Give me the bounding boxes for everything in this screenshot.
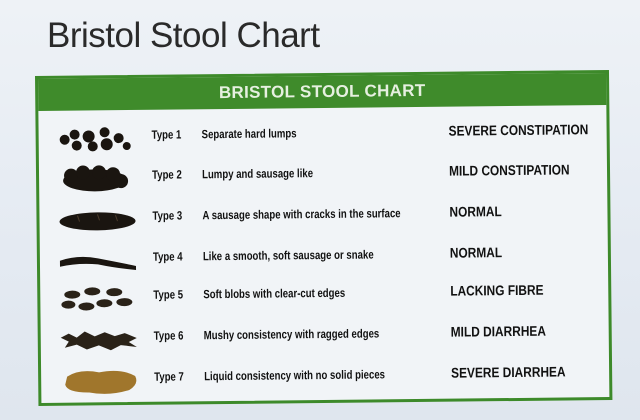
type-category: NORMAL — [449, 203, 502, 220]
lumpy-sausage-icon — [63, 165, 129, 192]
type-description: Liquid consistency with no solid pieces — [204, 367, 386, 384]
chart-row-type-7: Type 7 Liquid consistency with no solid … — [41, 355, 609, 401]
type-description: Separate hard lumps — [201, 126, 297, 142]
type-label: Type 4 — [152, 249, 183, 264]
type-label: Type 6 — [153, 328, 184, 343]
type-category: NORMAL — [449, 244, 503, 261]
chart-header: BRISTOL STOOL CHART — [38, 73, 607, 111]
type-category: MILD DIARRHEA — [450, 322, 546, 340]
chart-row-type-4: Type 4 Like a smooth, soft sausage or sn… — [40, 235, 608, 281]
type-label: Type 3 — [152, 208, 183, 223]
chart-row-type-1: Type 1 Separate hard lumps SEVERE CONSTI… — [38, 113, 606, 159]
type-label: Type 1 — [151, 127, 182, 142]
slide-title: Bristol Stool Chart — [47, 16, 320, 55]
chart-row-type-2: Type 2 Lumpy and sausage like MILD CONST… — [39, 153, 607, 199]
type-description: Lumpy and sausage like — [201, 166, 314, 182]
type-category: LACKING FIBRE — [450, 281, 544, 299]
liquid-icon — [65, 370, 137, 394]
type-label: Type 5 — [153, 287, 184, 302]
type-label: Type 7 — [154, 369, 184, 384]
chart-row-type-6: Type 6 Mushy consistency with ragged edg… — [41, 314, 609, 360]
cracked-sausage-icon — [59, 212, 136, 231]
type-label: Type 2 — [151, 167, 182, 182]
type-description: Mushy consistency with ragged edges — [203, 326, 380, 343]
smooth-snake-icon — [59, 256, 137, 270]
type-description: Soft blobs with clear-cut edges — [203, 285, 346, 302]
soft-blobs-icon — [61, 287, 133, 311]
chart-row-type-5: Type 5 Soft blobs with clear-cut edges L… — [40, 273, 608, 319]
type-category: SEVERE DIARRHEA — [451, 363, 566, 381]
chart-row-type-3: Type 3 A sausage shape with cracks in th… — [39, 194, 607, 240]
type-description: A sausage shape with cracks in the surfa… — [202, 206, 401, 223]
bristol-chart-card: BRISTOL STOOL CHART Type 1 Separate hard… — [35, 69, 613, 406]
hard-lumps-icon — [59, 127, 131, 152]
mushy-ragged-icon — [60, 331, 137, 351]
type-category: MILD CONSTIPATION — [448, 161, 570, 179]
type-category: SEVERE CONSTIPATION — [448, 121, 589, 139]
type-description: Like a smooth, soft sausage or snake — [202, 247, 374, 264]
